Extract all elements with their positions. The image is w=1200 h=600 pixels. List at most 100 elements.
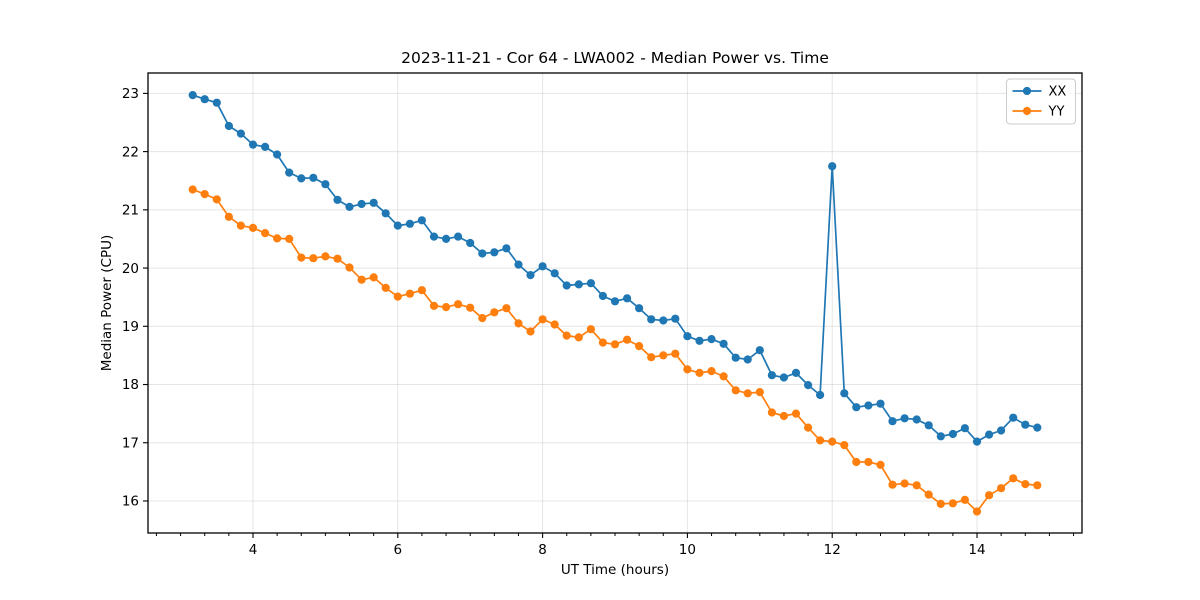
grid-lines xyxy=(148,73,1082,533)
data-point xyxy=(417,286,426,295)
data-point xyxy=(743,355,752,364)
data-point xyxy=(707,367,716,376)
data-point xyxy=(912,481,921,490)
data-point xyxy=(852,457,861,467)
data-point xyxy=(429,232,439,241)
data-point xyxy=(647,353,656,362)
data-point xyxy=(562,281,571,290)
data-point xyxy=(490,308,499,317)
series-xx-markers xyxy=(188,91,1042,446)
data-point xyxy=(671,314,680,323)
data-point xyxy=(285,234,294,243)
data-point xyxy=(454,232,463,241)
data-point xyxy=(840,441,849,450)
data-point xyxy=(309,254,318,263)
data-point xyxy=(876,460,885,469)
data-point xyxy=(635,342,644,351)
data-point xyxy=(345,202,354,211)
data-point xyxy=(285,168,294,177)
data-point xyxy=(381,209,390,218)
data-point xyxy=(900,414,909,423)
data-point xyxy=(888,417,897,426)
data-point xyxy=(1009,474,1018,483)
data-point xyxy=(671,349,680,358)
y-tick-label: 22 xyxy=(122,144,139,160)
y-tick-label: 18 xyxy=(122,377,139,393)
x-tick-label: 6 xyxy=(393,542,402,558)
data-point xyxy=(1009,413,1018,422)
data-point xyxy=(574,280,583,289)
data-point xyxy=(188,91,197,100)
data-point xyxy=(743,389,752,398)
legend-marker xyxy=(1022,106,1032,116)
x-tick-label: 4 xyxy=(249,542,258,558)
data-point xyxy=(864,401,873,410)
data-point xyxy=(876,399,885,408)
data-point xyxy=(321,180,330,189)
data-point xyxy=(429,301,439,310)
data-point xyxy=(321,252,330,261)
data-point xyxy=(405,219,414,228)
data-point xyxy=(261,142,270,151)
data-point xyxy=(924,421,933,430)
data-series xyxy=(188,91,1042,516)
y-tick-label: 23 xyxy=(122,86,139,102)
data-point xyxy=(755,388,764,397)
x-axis-label: UT Time (hours) xyxy=(561,562,669,578)
data-point xyxy=(526,271,535,280)
data-point xyxy=(248,140,258,149)
data-point xyxy=(840,389,849,398)
data-point xyxy=(538,315,547,324)
data-point xyxy=(369,198,378,207)
y-tick-label: 17 xyxy=(122,435,139,451)
data-point xyxy=(297,174,306,183)
y-tick-label: 16 xyxy=(122,494,139,510)
data-point xyxy=(212,195,221,204)
data-point xyxy=(236,221,245,230)
data-point xyxy=(478,249,487,258)
data-point xyxy=(345,263,354,272)
data-point xyxy=(1033,481,1042,490)
data-point xyxy=(804,423,813,432)
data-point xyxy=(707,335,716,344)
data-point xyxy=(997,484,1006,493)
data-point xyxy=(816,436,825,445)
data-point xyxy=(972,507,982,516)
data-point xyxy=(454,300,463,309)
data-point xyxy=(200,95,209,104)
data-point xyxy=(828,437,837,446)
data-point xyxy=(985,491,994,500)
data-point xyxy=(960,424,970,433)
data-point xyxy=(442,234,451,243)
data-point xyxy=(273,150,282,159)
data-point xyxy=(393,221,402,230)
data-point xyxy=(779,411,789,421)
data-point xyxy=(224,121,233,131)
data-point xyxy=(683,332,692,341)
data-point xyxy=(273,234,282,243)
data-point xyxy=(779,373,789,382)
data-point xyxy=(297,253,306,262)
data-point xyxy=(767,371,777,380)
data-point xyxy=(442,303,451,312)
data-point xyxy=(236,129,245,138)
data-point xyxy=(550,269,559,278)
data-point xyxy=(659,316,668,325)
data-point xyxy=(695,368,704,377)
data-point xyxy=(635,304,644,313)
data-point xyxy=(791,409,801,418)
data-point xyxy=(1021,480,1030,489)
data-point xyxy=(1033,423,1042,432)
data-point xyxy=(466,303,475,312)
data-point xyxy=(864,457,873,467)
data-point xyxy=(719,339,728,348)
data-point xyxy=(550,320,559,329)
data-point xyxy=(417,216,426,225)
data-point xyxy=(538,262,547,271)
data-point xyxy=(791,368,801,377)
data-point xyxy=(936,499,945,508)
data-point xyxy=(598,291,608,301)
legend: XX YY xyxy=(1006,78,1076,125)
data-point xyxy=(562,331,571,340)
